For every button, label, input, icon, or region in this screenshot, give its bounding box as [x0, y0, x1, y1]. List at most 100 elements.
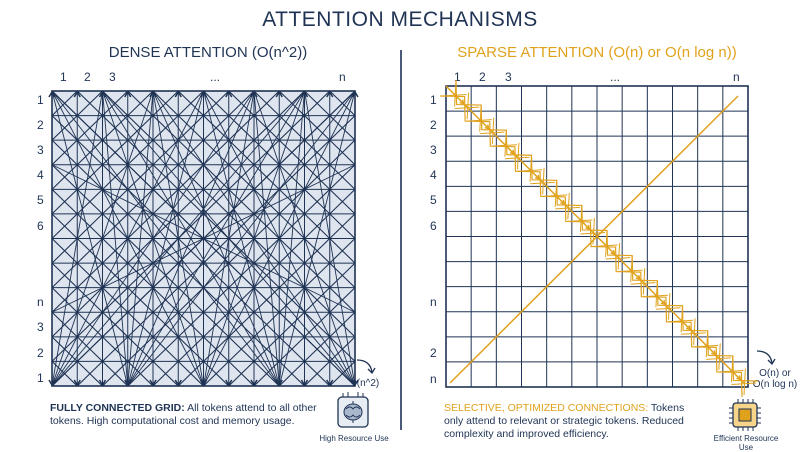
dense-arrowhead [351, 379, 359, 387]
dense-arrowhead [250, 90, 258, 98]
sparse-panel-title: SPARSE ATTENTION (O(n) or O(n log n)) [457, 44, 737, 61]
sparse-link [504, 156, 530, 160]
dense-side-label: 6 [37, 219, 44, 233]
dense-link [228, 213, 255, 239]
sparse-link [693, 318, 696, 345]
sparse-link [491, 117, 495, 145]
high-resource-label: High Resource Use [319, 434, 389, 443]
sparse-link [592, 244, 618, 247]
dense-link [278, 164, 305, 190]
dense-link [329, 164, 356, 190]
dense-link [51, 311, 78, 338]
dense-side-label: 2 [37, 346, 44, 360]
dense-link [253, 262, 280, 289]
dense-link [304, 213, 331, 239]
dense-link [177, 287, 204, 313]
dense-link [278, 361, 305, 387]
dense-link [278, 238, 305, 264]
dense-link [127, 90, 154, 116]
sparse-link [492, 144, 517, 147]
sparse-link [579, 205, 583, 232]
dense-link [102, 164, 129, 190]
down-right-arrow-icon [756, 350, 776, 366]
sparse-caption-text: Tokens only attend to relevant or strate… [444, 402, 685, 440]
dense-arrowhead [351, 90, 359, 98]
dense-arrowhead [98, 379, 107, 387]
sparse-link [668, 293, 671, 320]
dense-link [102, 213, 129, 239]
dense-link [51, 238, 78, 264]
sparse-link [555, 206, 580, 210]
sparse-link [467, 119, 492, 122]
sparse-side-label: 6 [430, 219, 437, 233]
dense-arrowhead [199, 379, 208, 387]
sparse-link [731, 382, 757, 385]
sparse-link [567, 192, 570, 220]
sparse-top-label: 2 [479, 70, 486, 84]
dense-link [152, 287, 179, 313]
dense-arrowhead [326, 379, 334, 387]
dense-link [329, 139, 356, 166]
dense-link [51, 262, 78, 289]
dense-arrowhead [73, 379, 81, 387]
sparse-link [680, 305, 683, 333]
dense-panel-title: DENSE ATTENTION (O(n^2)) [108, 44, 308, 61]
dense-link [253, 311, 280, 338]
dense-link [304, 164, 331, 190]
dense-link [177, 164, 204, 190]
dense-arrowhead [149, 90, 157, 98]
sparse-link [529, 155, 532, 182]
dense-link [102, 90, 129, 116]
sparse-link [479, 131, 505, 135]
sparse-link [605, 257, 631, 260]
dense-link [228, 164, 255, 190]
dense-link [152, 164, 179, 190]
dense-arrowhead [73, 90, 81, 98]
dense-link [203, 164, 230, 190]
dense-caption-bold: FULLY CONNECTED GRID: [50, 402, 185, 414]
dense-link [304, 90, 331, 116]
sparse-arrowhead [736, 375, 742, 381]
sparse-link [693, 344, 719, 348]
dense-link [76, 311, 103, 338]
dense-link [304, 361, 331, 387]
dense-link [127, 336, 154, 362]
dense-link [76, 90, 103, 116]
dense-link [102, 238, 129, 264]
sparse-arrowhead [635, 274, 641, 281]
dense-link [76, 139, 103, 166]
dense-arrowhead [250, 379, 258, 387]
sparse-link [630, 255, 633, 283]
sparse-link [517, 142, 520, 170]
sparse-link [655, 307, 681, 310]
dense-link [253, 361, 280, 387]
sparse-link [630, 282, 656, 285]
dense-link [177, 188, 204, 215]
dense-link [127, 213, 154, 239]
sparse-link [617, 243, 621, 270]
dense-side-label: 1 [37, 371, 44, 385]
dense-link [203, 262, 230, 289]
sparse-connections [439, 79, 759, 398]
sparse-link [643, 294, 668, 298]
sparse-top-label: 1 [454, 70, 461, 84]
dense-link [304, 139, 331, 166]
dense-link [102, 287, 129, 313]
dense-complexity-label: O(n^2) [349, 378, 380, 389]
dense-arrowhead [174, 90, 182, 98]
sparse-arrowhead [711, 350, 717, 356]
dense-link [304, 238, 331, 264]
dense-link [152, 361, 179, 387]
sparse-link [618, 269, 643, 273]
sparse-link [605, 230, 608, 258]
dense-side-label: 3 [37, 320, 44, 334]
dense-link [228, 238, 255, 264]
sparse-link [743, 368, 746, 396]
sparse-link [454, 79, 457, 107]
sparse-complexity-line1: O(n) or [759, 368, 791, 379]
sparse-arrowhead [484, 124, 490, 130]
dense-top-label: 2 [84, 70, 91, 84]
sparse-link [542, 194, 568, 197]
sparse-link [479, 105, 482, 132]
dense-link [278, 287, 305, 313]
